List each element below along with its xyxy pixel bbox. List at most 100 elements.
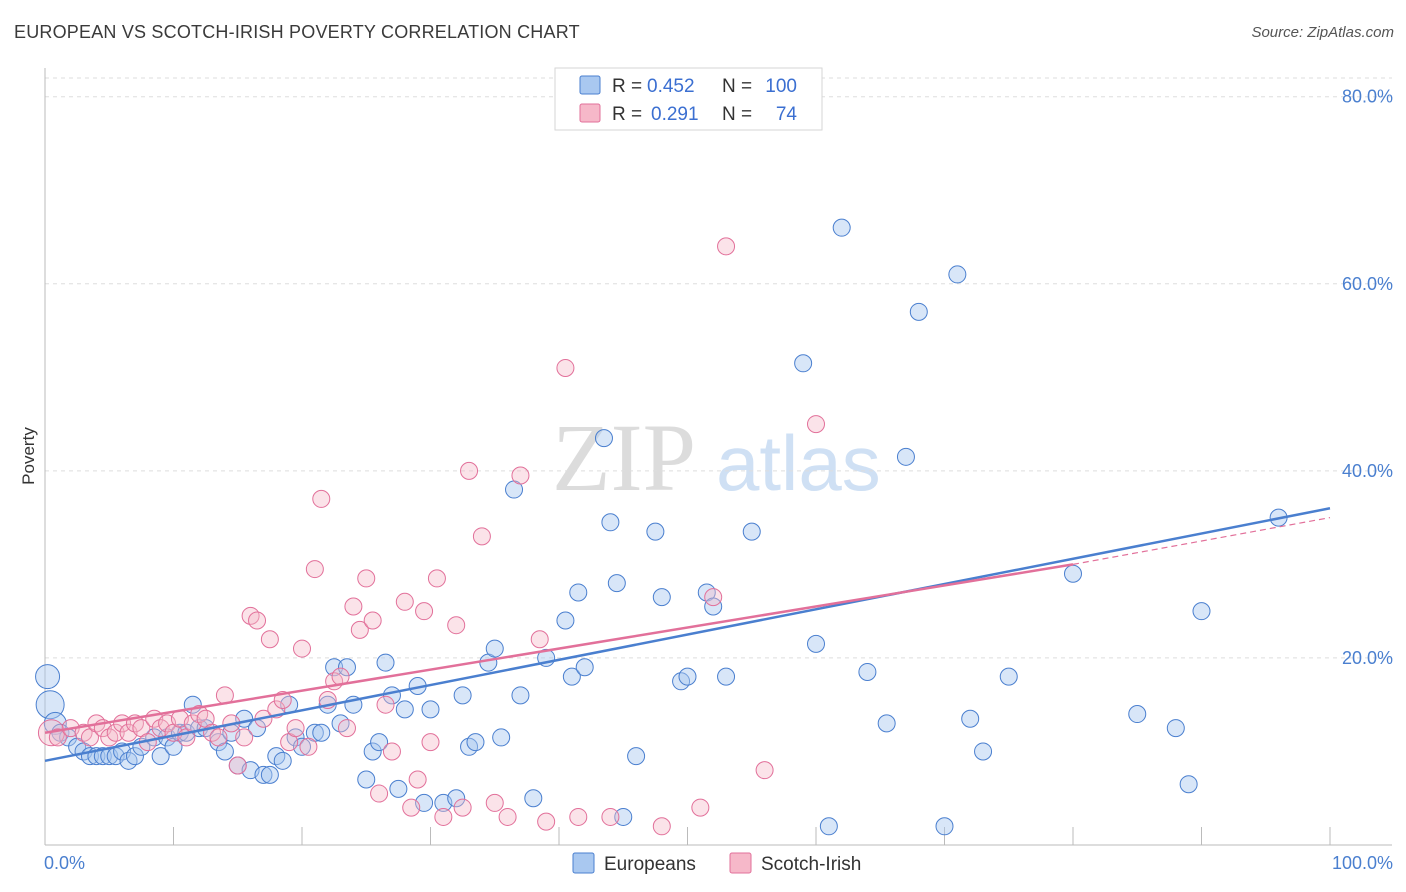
europeans-point <box>370 733 389 752</box>
y-tick-label: 60.0% <box>1342 274 1393 294</box>
scotch-irish-point <box>260 630 279 649</box>
europeans-point <box>569 583 588 602</box>
europeans-point <box>961 709 980 728</box>
bottom-legend-swatch-europeans <box>572 852 595 874</box>
legend-swatch-europeans <box>579 75 601 95</box>
legend-r-label-0: R = <box>612 76 642 97</box>
europeans-point <box>466 733 485 752</box>
europeans-point <box>151 747 170 766</box>
y-tick-label: 80.0% <box>1342 87 1393 107</box>
scotch-irish-point <box>350 620 369 639</box>
y-tick-label: 40.0% <box>1342 461 1393 481</box>
scotch-irish-point <box>569 807 588 826</box>
scotch-irish-point <box>460 461 479 480</box>
scotch-irish-point <box>370 784 389 803</box>
legend-r-value-1: 0.291 <box>651 104 699 125</box>
scotch-irish-point <box>382 742 401 761</box>
europeans-point <box>832 218 851 237</box>
europeans-point <box>35 690 65 720</box>
europeans-point <box>93 747 112 766</box>
scotch-irish-point <box>209 728 228 747</box>
europeans-point <box>575 658 594 677</box>
scotch-irish-point <box>293 639 311 658</box>
scotch-irish-point <box>395 592 414 611</box>
legend-r-label-1: R = <box>612 104 642 125</box>
europeans-point <box>948 265 967 284</box>
europeans-point <box>858 662 877 681</box>
europeans-point <box>819 817 838 836</box>
scotch-irish-point <box>556 358 575 377</box>
scotch-irish-point <box>106 723 125 742</box>
europeans-point <box>395 700 414 719</box>
scotch-irish-point <box>415 602 434 621</box>
europeans-point <box>807 634 825 653</box>
scotch-irish-point <box>755 761 774 780</box>
source-label: Source: ZipAtlas.com <box>1251 24 1394 41</box>
europeans-point <box>312 723 331 742</box>
scotch-irish-point <box>447 616 466 635</box>
scotch-irish-point <box>537 812 556 831</box>
scotch-irish-trend-extension <box>1072 517 1331 565</box>
chart-title: EUROPEAN VS SCOTCH-IRISH POVERTY CORRELA… <box>14 22 580 42</box>
trend-lines <box>44 507 1331 763</box>
europeans-point <box>1064 564 1082 583</box>
watermark-atlas: atlas <box>716 419 881 507</box>
europeans-trend-line <box>44 507 1331 763</box>
europeans-point <box>209 733 228 752</box>
europeans-point <box>337 658 356 677</box>
europeans-point <box>1179 775 1198 794</box>
europeans-point <box>447 789 466 808</box>
europeans-point <box>376 653 395 672</box>
europeans-point <box>877 714 896 733</box>
scotch-irish-point <box>485 793 504 812</box>
scotch-irish-point <box>601 807 620 826</box>
europeans-point <box>421 700 440 719</box>
bottom-legend: Europeans Scotch-Irish <box>572 852 861 875</box>
europeans-point <box>273 751 292 770</box>
europeans-point <box>742 522 761 541</box>
legend-r-value-0: 0.452 <box>647 76 695 97</box>
axes <box>44 68 1392 846</box>
scotch-irish-point <box>190 705 209 724</box>
bottom-legend-scotch-irish: Scotch-Irish <box>761 854 861 875</box>
europeans-point <box>704 597 723 616</box>
scotch-irish-point <box>241 606 260 625</box>
scotch-irish-point <box>691 798 710 817</box>
europeans-point <box>678 667 697 686</box>
scotch-irish-point <box>228 756 247 775</box>
europeans-point <box>35 664 61 690</box>
bottom-legend-swatch-scotch-irish <box>729 852 752 874</box>
scotch-irish-point <box>472 527 491 546</box>
legend-n-label-1: N = <box>722 104 752 125</box>
y-axis-label: Poverty <box>19 427 38 485</box>
legend-swatch-scotch-irish <box>579 103 601 123</box>
europeans-point <box>357 770 376 789</box>
europeans-point <box>974 742 993 761</box>
europeans-point <box>453 686 472 705</box>
europeans-point <box>325 658 344 677</box>
scotch-irish-point <box>248 611 267 630</box>
europeans-point <box>389 779 408 798</box>
bottom-legend-europeans: Europeans <box>604 854 696 875</box>
europeans-point <box>601 513 620 532</box>
tick-labels: 20.0% 40.0% 60.0% 80.0% 0.0% 100.0% <box>44 87 1393 873</box>
legend: R = 0.452 N = 100 R = 0.291 N = 74 <box>554 67 823 131</box>
europeans-point <box>485 639 504 658</box>
watermark-zip: ZIP <box>552 404 696 511</box>
europeans-point <box>896 447 915 466</box>
europeans-point <box>492 728 511 747</box>
europeans-point <box>43 711 67 735</box>
scotch-irish-point <box>652 817 671 836</box>
scotch-irish-point <box>337 719 356 738</box>
scotch-irish-point <box>421 733 440 752</box>
scotch-irish-point <box>312 489 331 508</box>
scotch-irish-point <box>498 807 517 826</box>
scotch-irish-point <box>344 597 363 616</box>
europeans-point <box>672 672 691 691</box>
europeans-point <box>286 728 305 747</box>
europeans-point <box>1192 602 1211 621</box>
europeans-point <box>646 522 665 541</box>
scotch-irish-point <box>363 611 382 630</box>
scotch-irish-trend-line <box>44 563 1074 734</box>
europeans-point <box>1166 719 1185 738</box>
